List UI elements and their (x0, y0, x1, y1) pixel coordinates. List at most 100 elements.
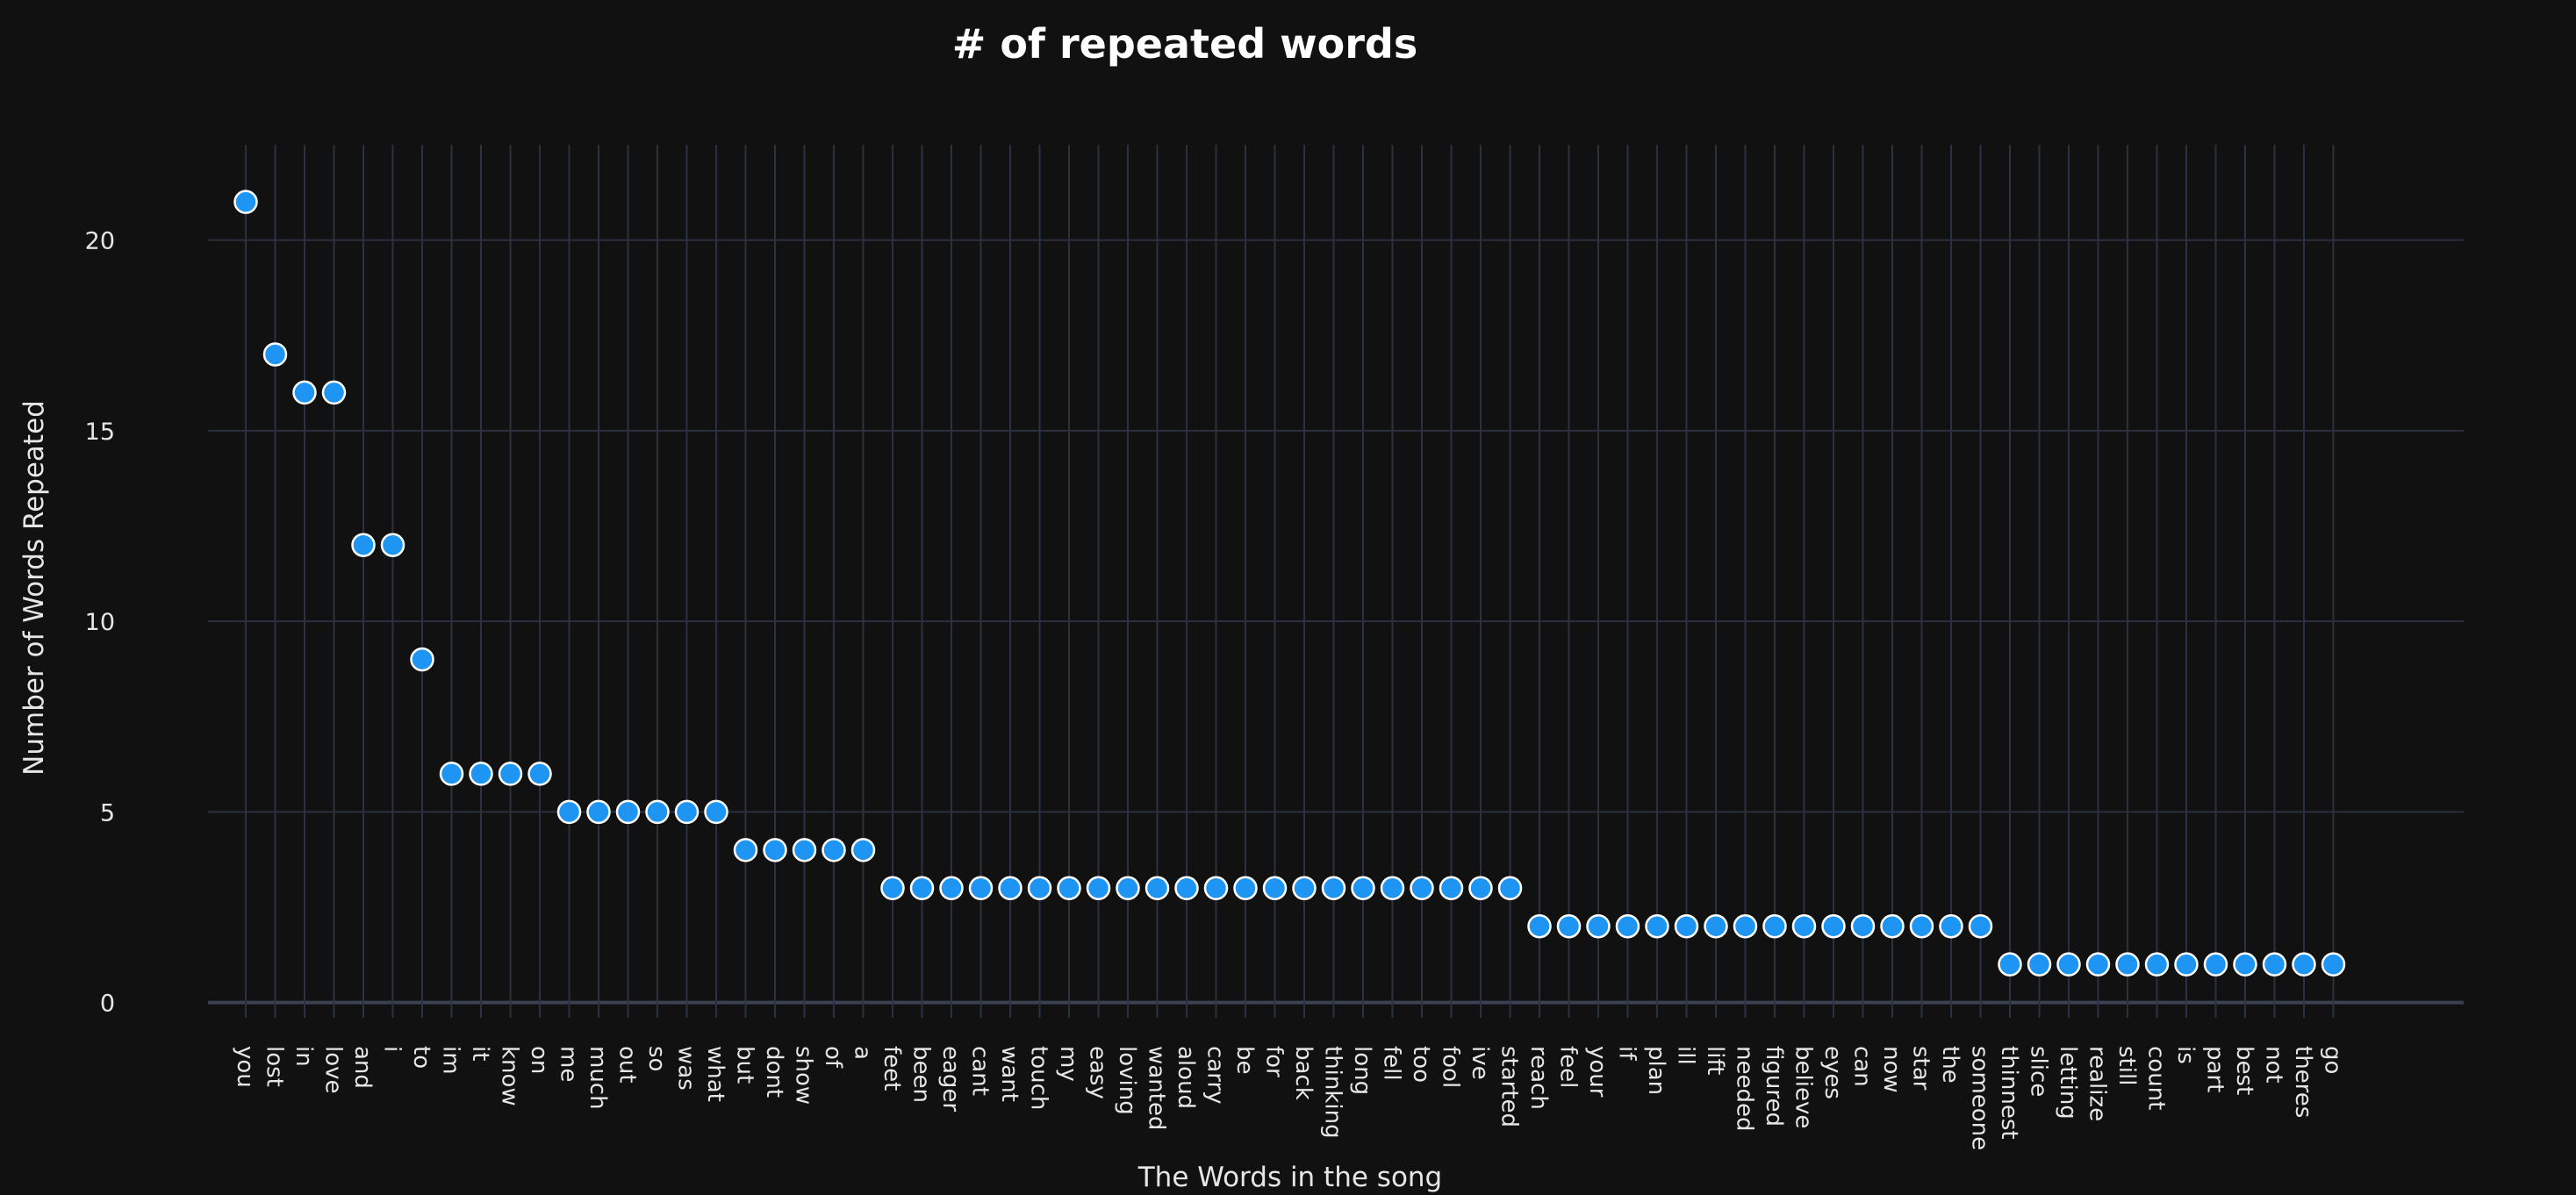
x-tick-label: back (1290, 1046, 1317, 1100)
data-point (939, 876, 964, 901)
x-tick-label: fool (1438, 1046, 1464, 1088)
x-tick-label: easy (1085, 1046, 1111, 1099)
data-point (469, 762, 493, 786)
data-point (292, 380, 317, 405)
data-point (1174, 876, 1199, 901)
x-tick-label: be (1231, 1046, 1258, 1075)
data-point (763, 838, 787, 862)
data-point (645, 799, 670, 825)
data-point (1704, 913, 1728, 939)
x-tick-label: me (556, 1046, 582, 1082)
data-point (909, 876, 935, 901)
y-tick-label: 10 (85, 609, 115, 636)
data-point (2174, 952, 2199, 977)
data-point (1615, 913, 1640, 939)
x-tick-label: still (2113, 1046, 2140, 1085)
data-point (1203, 876, 1229, 901)
x-tick-label: want (996, 1046, 1023, 1102)
data-point (1439, 876, 1464, 901)
x-tick-label: theres (2290, 1046, 2316, 1118)
y-tick-label: 15 (85, 419, 115, 446)
x-tick-label: cant (967, 1046, 994, 1096)
x-tick-label: love (320, 1046, 347, 1094)
data-point (1321, 876, 1346, 901)
x-tick-label: much (585, 1046, 611, 1110)
x-tick-label: if (1614, 1046, 1640, 1061)
x-tick-label: on (526, 1046, 552, 1074)
x-tick-label: is (2172, 1046, 2199, 1064)
x-tick-label: eager (937, 1046, 964, 1112)
x-tick-label: fell (1379, 1046, 1405, 1081)
x-tick-label: in (291, 1046, 317, 1067)
x-tick-label: loving (1114, 1046, 1140, 1115)
data-point (1850, 913, 1876, 939)
x-tick-label: thinnest (1996, 1046, 2022, 1140)
x-tick-label: someone (1967, 1046, 1993, 1150)
data-point (2321, 952, 2346, 977)
data-point (822, 838, 846, 862)
x-tick-label: the (1937, 1046, 1963, 1084)
data-point (1057, 876, 1081, 901)
data-point (2233, 952, 2257, 977)
x-tick-label: eyes (1819, 1046, 1846, 1099)
x-tick-label: of (820, 1046, 846, 1069)
x-tick-label: long (1349, 1046, 1375, 1095)
data-point (1821, 913, 1846, 939)
data-point (1468, 876, 1493, 901)
data-point (556, 799, 582, 825)
data-point (880, 876, 905, 901)
data-point (1733, 913, 1758, 939)
data-point (2085, 952, 2111, 977)
data-point (1292, 876, 1317, 901)
data-point (2292, 952, 2316, 977)
data-point (527, 762, 552, 786)
data-point (351, 533, 376, 557)
data-point (2203, 952, 2228, 977)
data-point (1645, 913, 1669, 939)
x-tick-label: dont (761, 1046, 787, 1098)
x-tick-label: now (1878, 1046, 1905, 1093)
x-tick-label: show (791, 1046, 817, 1105)
data-point (498, 762, 523, 786)
data-point (1116, 876, 1140, 901)
x-tick-label: you (232, 1046, 258, 1088)
x-tick-label: feet (879, 1046, 905, 1091)
x-tick-label: believe (1790, 1046, 1817, 1128)
data-point (1556, 913, 1582, 939)
x-tick-label: ill (1673, 1046, 1699, 1065)
y-tick-label: 0 (100, 991, 115, 1018)
x-tick-label: been (908, 1046, 935, 1103)
y-tick-label: 20 (85, 228, 115, 255)
data-point (1233, 876, 1258, 901)
data-point (2056, 952, 2081, 977)
data-point (1998, 952, 2022, 977)
x-tick-label: not (2261, 1046, 2287, 1084)
data-point (733, 838, 758, 862)
x-tick-label: what (702, 1046, 728, 1102)
data-point (1880, 913, 1905, 939)
x-tick-label: was (673, 1046, 700, 1091)
data-point (1027, 876, 1052, 901)
data-point (998, 876, 1023, 901)
x-tick-label: a (850, 1046, 876, 1060)
x-tick-label: but (732, 1046, 758, 1084)
data-point (1674, 913, 1699, 939)
y-axis-title: Number of Words Repeated (18, 400, 50, 776)
x-tick-label: so (643, 1046, 670, 1071)
x-tick-label: my (1055, 1046, 1081, 1082)
data-point (586, 799, 611, 825)
data-point (704, 799, 728, 825)
x-tick-label: know (497, 1046, 523, 1106)
x-tick-label: needed (1732, 1046, 1758, 1131)
x-tick-label: figured (1761, 1046, 1787, 1127)
x-tick-label: reach (1525, 1046, 1552, 1110)
x-tick-label: im (438, 1046, 464, 1075)
data-point (233, 190, 258, 214)
data-point (2262, 952, 2287, 977)
data-point (1351, 876, 1375, 901)
data-point (968, 876, 994, 901)
x-tick-label: lift (1702, 1046, 1728, 1075)
x-tick-label: wanted (1144, 1046, 1170, 1130)
data-point (2027, 952, 2052, 977)
